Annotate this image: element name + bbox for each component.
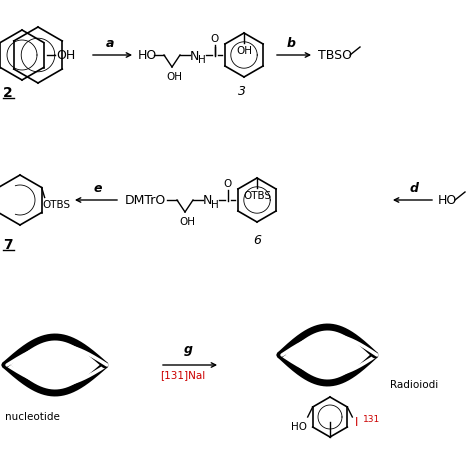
Text: H: H: [211, 200, 219, 210]
Text: OH: OH: [236, 46, 252, 56]
Text: HO: HO: [438, 193, 457, 207]
Text: DMTrO: DMTrO: [125, 193, 166, 207]
Text: [131]NaI: [131]NaI: [160, 370, 205, 380]
Text: OH: OH: [166, 72, 182, 82]
Text: I: I: [356, 417, 359, 429]
Text: 131: 131: [363, 414, 381, 423]
Text: O: O: [224, 179, 232, 189]
Text: b: b: [286, 36, 295, 49]
Text: nucleotide: nucleotide: [5, 412, 60, 422]
Text: O: O: [211, 34, 219, 44]
Text: OTBS: OTBS: [43, 201, 71, 210]
Text: 6: 6: [253, 234, 261, 246]
Text: 2: 2: [3, 86, 13, 100]
Text: OH: OH: [179, 217, 195, 227]
Text: OH: OH: [56, 48, 75, 62]
Text: HO: HO: [138, 48, 157, 62]
Text: N: N: [190, 49, 200, 63]
Text: H: H: [198, 55, 206, 65]
Text: d: d: [410, 182, 419, 194]
Text: TBSO: TBSO: [318, 48, 352, 62]
Text: OTBS: OTBS: [243, 191, 271, 201]
Text: 7: 7: [3, 238, 13, 252]
Text: N: N: [203, 194, 212, 208]
Text: HO: HO: [291, 422, 307, 432]
Text: g: g: [183, 343, 192, 356]
Text: e: e: [94, 182, 102, 194]
Text: a: a: [106, 36, 114, 49]
Text: Radioiodi: Radioiodi: [390, 380, 438, 390]
Text: 3: 3: [238, 84, 246, 98]
